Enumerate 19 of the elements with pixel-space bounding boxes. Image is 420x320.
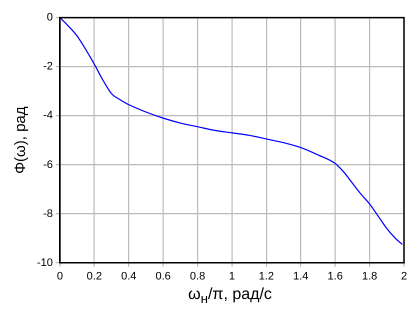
x-tick-label: 2 xyxy=(400,270,408,282)
y-tick-label: -8 xyxy=(43,208,53,220)
x-tick-label: 0.2 xyxy=(86,270,102,282)
y-tick-label: -2 xyxy=(43,60,53,73)
x-axis-title: ω$_{н}$/π, рад/с xyxy=(187,286,273,306)
y-axis-title: Φ(ω), рад xyxy=(12,106,30,174)
y-tick-label: -4 xyxy=(43,110,53,122)
y-tick-label: -10 xyxy=(36,256,53,269)
x-tick-label: 0.8 xyxy=(190,270,206,282)
x-tick-label: 0.4 xyxy=(121,270,136,282)
x-tick-label: 0.6 xyxy=(155,270,171,282)
x-tick-label: 1.2 xyxy=(258,270,274,282)
y-tick-label: 0 xyxy=(46,12,53,24)
x-tick-label: 1 xyxy=(228,270,236,282)
x-tick-label: 1.6 xyxy=(328,270,343,282)
y-tick-label: -6 xyxy=(43,158,53,171)
x-tick-label: 1.8 xyxy=(362,270,378,282)
x-tick-label: 1.4 xyxy=(293,270,308,282)
x-tick-label: 0 xyxy=(56,270,63,282)
